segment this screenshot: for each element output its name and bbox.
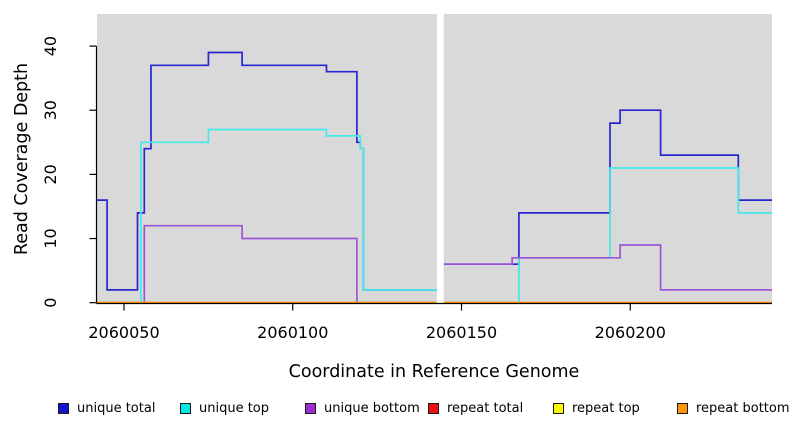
series-line-unique-top [97, 128, 772, 304]
legend-swatch-repeat-bottom [677, 402, 688, 414]
x-tick-label: 2060150 [426, 323, 497, 342]
legend-label: unique bottom [324, 400, 420, 416]
legend-label: unique top [199, 400, 270, 416]
x-tick-label: 2060200 [595, 323, 666, 342]
y-tick-label: 30 [41, 100, 60, 120]
legend-item-unique-top: unique top [180, 400, 270, 416]
y-tick-label: 20 [41, 164, 60, 184]
legend-swatch-unique-bottom [305, 402, 316, 414]
legend-item-repeat-bottom: repeat bottom [677, 400, 790, 416]
legend-label: repeat top [572, 400, 640, 416]
legend-swatch-unique-total [58, 402, 69, 414]
x-tick-label: 2060050 [88, 323, 159, 342]
y-tick-label: 10 [41, 228, 60, 248]
legend-label: unique total [77, 400, 156, 416]
repeat-gap-mask [436, 13, 444, 305]
legend-swatch-repeat-total [428, 402, 439, 414]
x-tick-label: 2060100 [257, 323, 328, 342]
legend-label: repeat bottom [696, 400, 790, 416]
x-axis-title: Coordinate in Reference Genome [289, 362, 580, 382]
y-tick-label: 0 [41, 298, 60, 308]
legend-label: repeat total [447, 400, 524, 416]
legend-item-repeat-total: repeat total [428, 400, 524, 416]
legend-swatch-repeat-top [553, 402, 564, 414]
series-line-unique-total [97, 51, 772, 291]
y-axis-title: Read Coverage Depth [12, 63, 32, 255]
y-tick-label: 40 [41, 36, 60, 56]
legend-item-unique-bottom: unique bottom [305, 400, 420, 416]
plot-panel [97, 14, 772, 304]
legend-swatch-unique-top [180, 402, 191, 414]
legend-item-repeat-top: repeat top [553, 400, 640, 416]
legend-item-unique-total: unique total [58, 400, 156, 416]
